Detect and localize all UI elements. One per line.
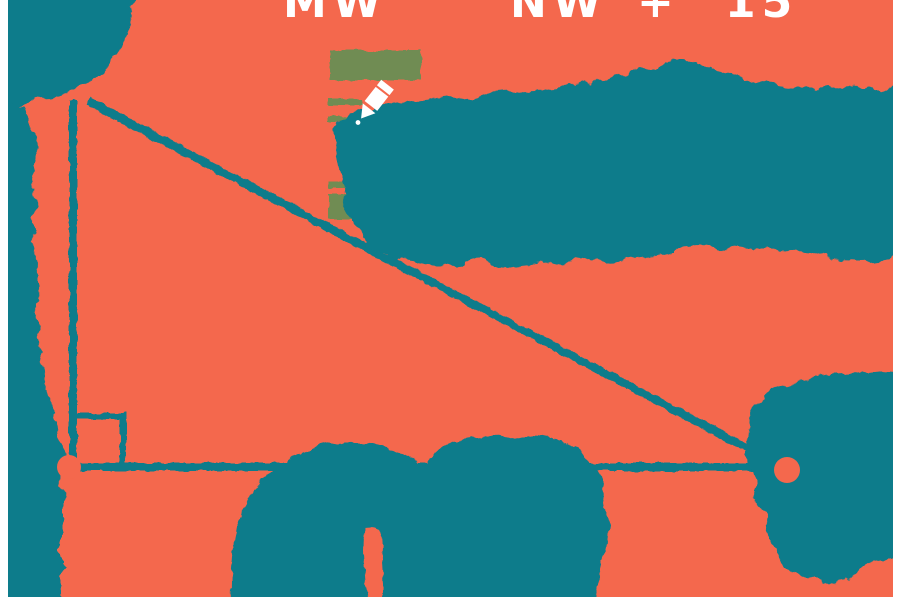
- blob-bottom-center: [232, 434, 607, 603]
- vertex-dot-bottom-left[interactable]: [57, 455, 81, 479]
- triangle-hypotenuse: [86, 97, 787, 472]
- frame-border-right: [893, 0, 898, 603]
- frame-border-bottom: [0, 597, 898, 603]
- frame-border-left: [0, 0, 8, 603]
- pencil-icon[interactable]: [350, 79, 394, 130]
- blob-top-center: [333, 62, 898, 269]
- green-line-2: [328, 116, 351, 122]
- coral-sliver: [363, 526, 384, 598]
- blob-bottom-right: [746, 368, 898, 581]
- blob-left-strip: [0, 96, 64, 603]
- vertex-dot-bottom-right[interactable]: [774, 457, 800, 483]
- green-block-top: [330, 50, 421, 80]
- triangle-vertical-leg: [69, 100, 77, 469]
- right-angle-marker: [77, 413, 126, 467]
- green-line-1: [328, 99, 363, 105]
- blob-top-left: [0, 0, 137, 110]
